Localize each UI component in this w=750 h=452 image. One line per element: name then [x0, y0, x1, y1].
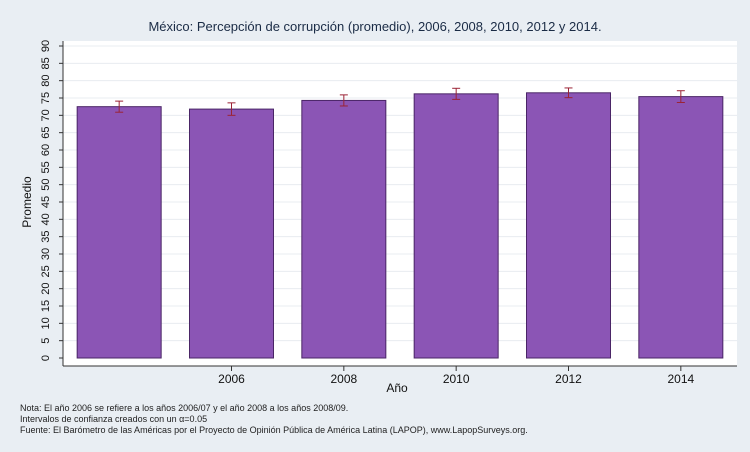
grid-lines — [63, 45, 737, 342]
note-line: Nota: El año 2006 se refiere a los años … — [20, 403, 349, 413]
x-tick-label: 2006 — [218, 372, 245, 386]
bar — [638, 96, 724, 359]
bar — [526, 92, 611, 359]
y-tick-label: 60 — [40, 144, 52, 156]
chart-title: México: Percepción de corrupción (promed… — [148, 19, 601, 34]
y-tick-label: 35 — [40, 231, 52, 243]
error-bar — [227, 102, 236, 116]
y-tick-label: 40 — [40, 213, 52, 225]
y-tick-label: 10 — [40, 317, 52, 329]
x-tick-label: 2012 — [555, 372, 582, 386]
y-tick-label: 80 — [40, 75, 52, 87]
y-tick-label: 65 — [40, 127, 52, 139]
y-axis-label: Promedio — [20, 176, 34, 228]
x-tick-label: 2008 — [330, 372, 357, 386]
y-tick-label: 75 — [40, 92, 52, 104]
bar — [413, 93, 499, 359]
error-bar — [115, 100, 124, 113]
error-bar — [339, 94, 348, 107]
error-bars — [115, 87, 685, 116]
x-tick-label: 2010 — [443, 372, 470, 386]
y-tick-label: 55 — [40, 161, 52, 173]
y-tick-label: 90 — [40, 40, 52, 52]
y-tick-label: 30 — [40, 248, 52, 260]
y-tick-label: 25 — [40, 265, 52, 277]
y-tick-label: 85 — [40, 57, 52, 69]
y-tick-label: 20 — [40, 283, 52, 295]
error-bar — [676, 90, 685, 104]
y-tick-label: 5 — [40, 338, 52, 344]
bar — [301, 99, 387, 359]
plot-background — [63, 41, 737, 366]
footnotes: Nota: El año 2006 se refiere a los años … — [20, 403, 528, 436]
bar — [189, 108, 274, 359]
plot-area — [63, 41, 737, 366]
x-tick-label: 2014 — [667, 372, 694, 386]
x-axis: 2006 2008 2010 2012 2014 — [63, 365, 737, 386]
bar — [76, 106, 162, 359]
y-tick-label: 70 — [40, 109, 52, 121]
y-tick-label: 45 — [40, 196, 52, 208]
error-bar — [564, 87, 573, 99]
x-axis-label: Año — [386, 381, 408, 395]
y-tick-label: 15 — [40, 300, 52, 312]
error-bar — [452, 87, 461, 100]
y-axis: 0 5 10 15 20 25 30 35 40 45 50 55 60 65 70 75 80 85 90 — [40, 40, 64, 366]
bars — [76, 92, 724, 359]
y-tick-label: 0 — [40, 355, 52, 361]
note-line: Intervalos de confianza creados con un α… — [20, 414, 208, 424]
y-tick-label: 50 — [40, 179, 52, 191]
note-line: Fuente: El Barómetro de las Américas por… — [20, 425, 528, 435]
